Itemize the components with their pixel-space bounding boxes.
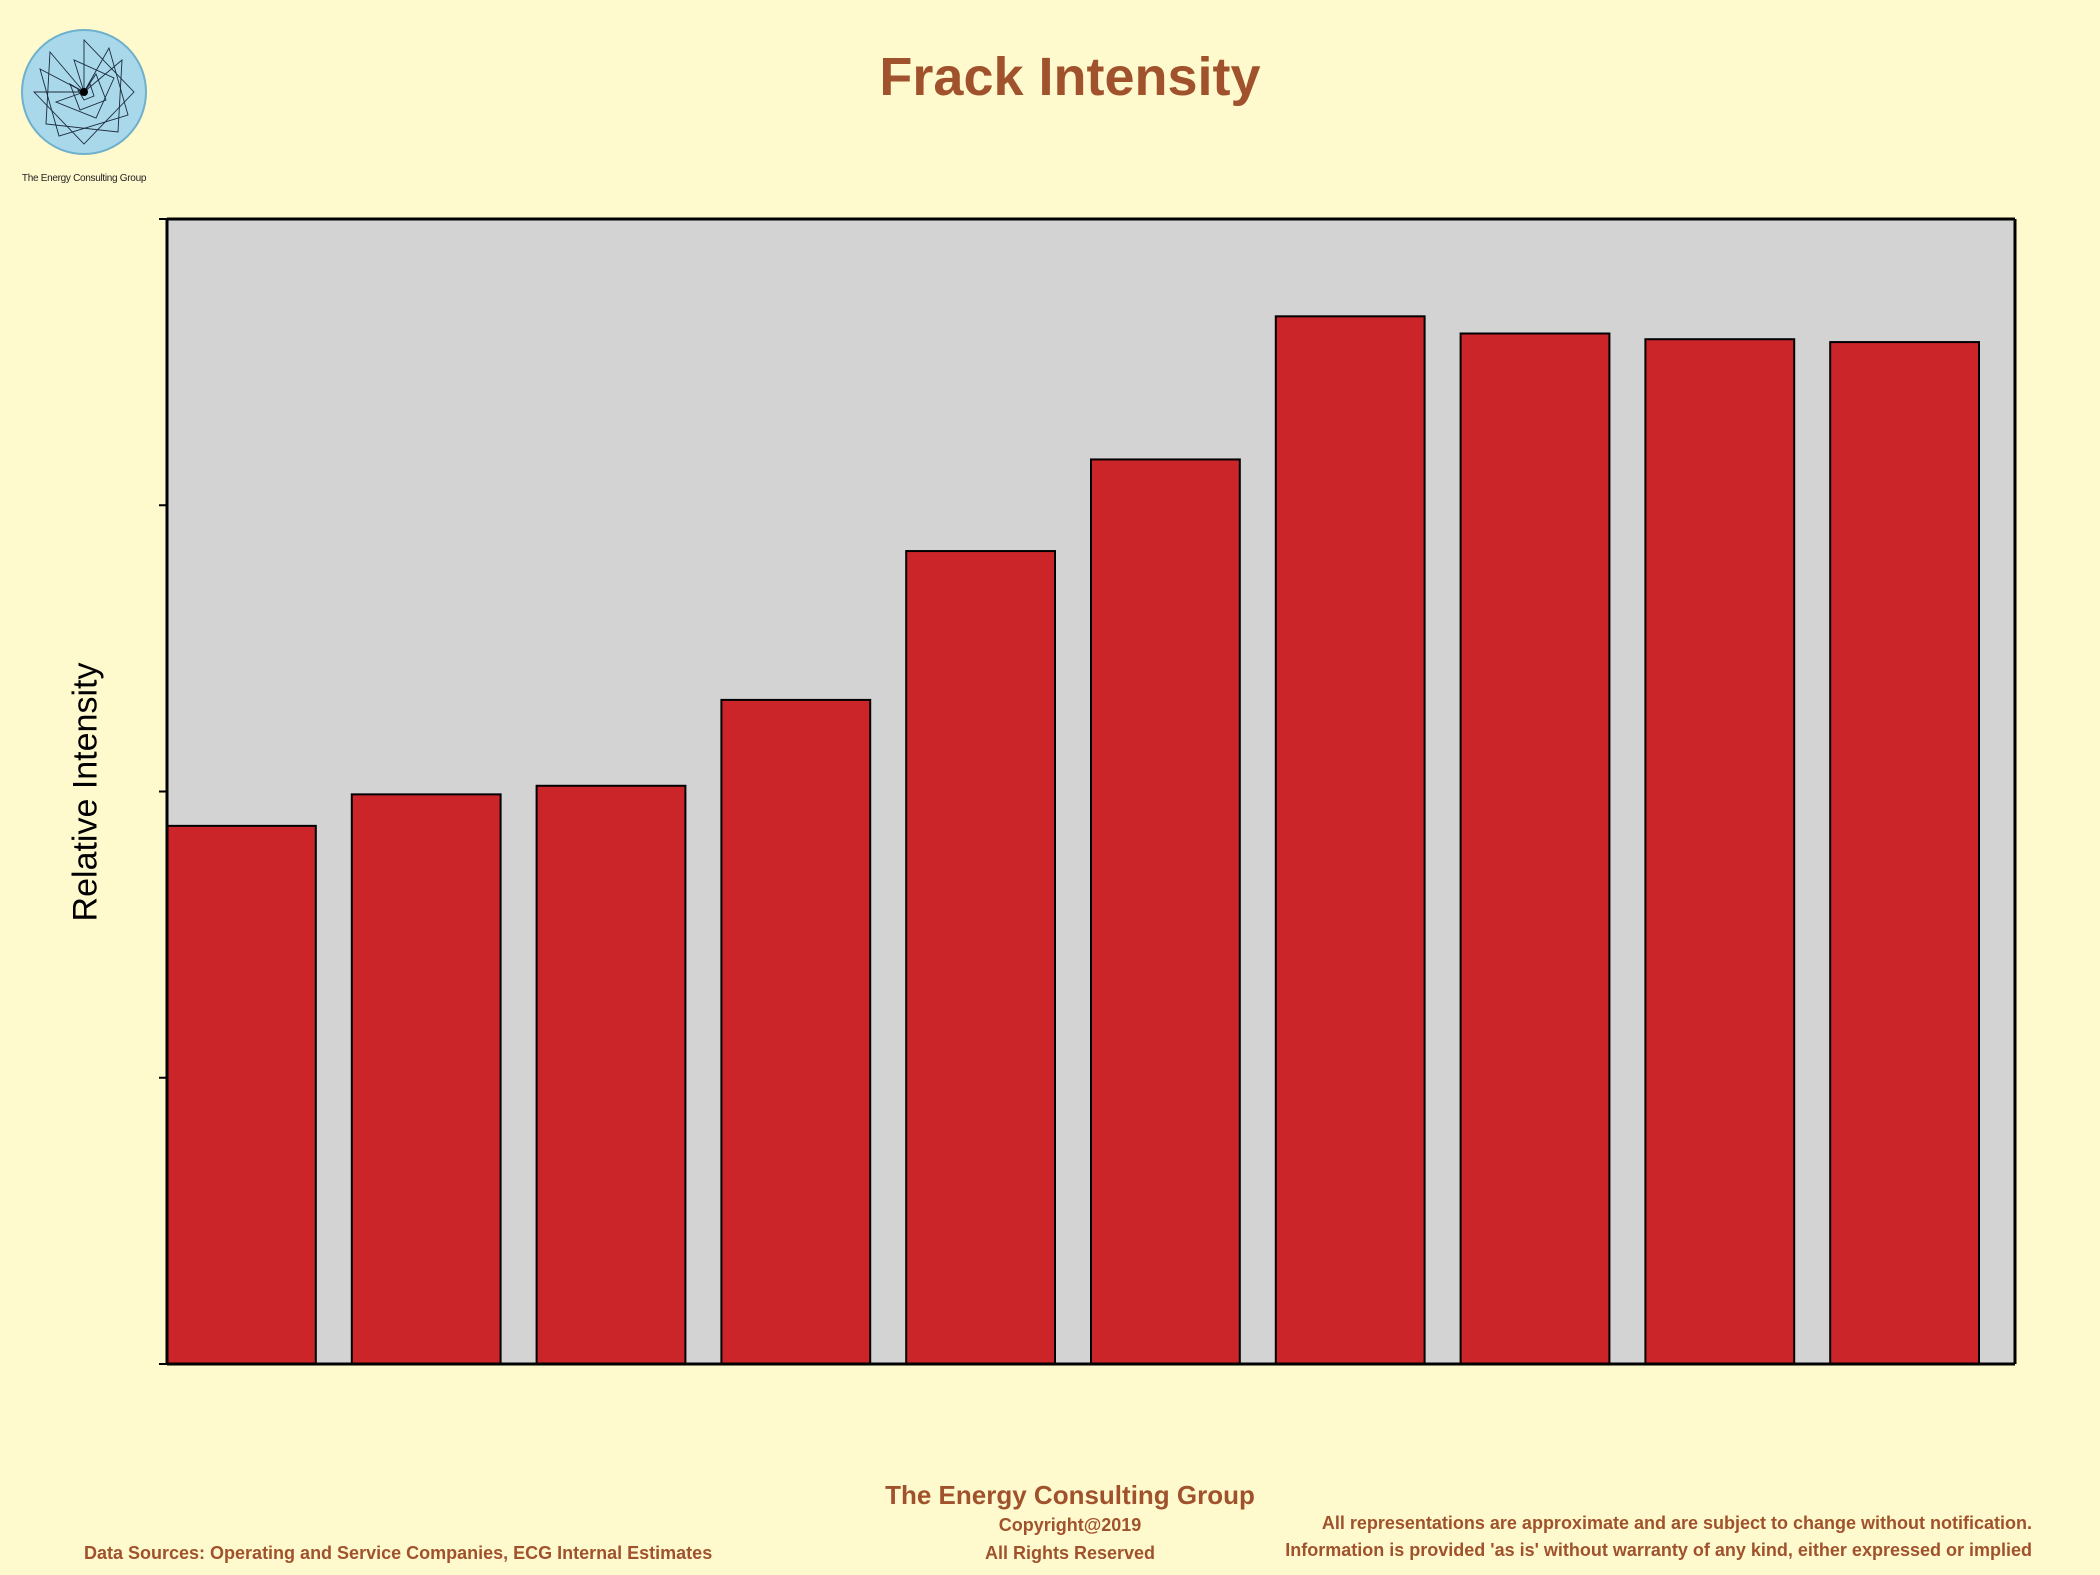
logo-caption: The Energy Consulting Group	[21, 173, 147, 184]
footer-copyright: Copyright@2019	[998, 1515, 1142, 1535]
footer-company-name: The Energy Consulting Group	[885, 1480, 1255, 1510]
bar-10	[1829, 341, 1980, 1365]
bar-group	[166, 315, 1980, 1366]
company-logo	[21, 29, 147, 155]
bar-3	[535, 784, 687, 1365]
bar-4	[720, 698, 872, 1365]
bar-7	[1274, 315, 1426, 1366]
bar-6	[1090, 458, 1241, 1365]
bar-5	[905, 550, 1057, 1365]
disclaimer: All representations are approximate and …	[1285, 1510, 2032, 1564]
footer-rights: All Rights Reserved	[984, 1543, 1156, 1563]
y-axis-label: Relative Intensity	[66, 662, 105, 922]
disclaimer-line-1: All representations are approximate and …	[1321, 1513, 2032, 1533]
bar-2	[350, 793, 502, 1365]
data-sources-note: Data Sources: Operating and Service Comp…	[84, 1543, 713, 1563]
spiral-icon	[32, 38, 135, 145]
chart-title: Frack Intensity	[879, 47, 1261, 107]
bar-1	[166, 824, 317, 1365]
bar-9	[1644, 338, 1796, 1366]
disclaimer-line-2: Information is provided 'as is' without …	[1285, 1540, 2032, 1560]
bar-8	[1459, 332, 1611, 1365]
